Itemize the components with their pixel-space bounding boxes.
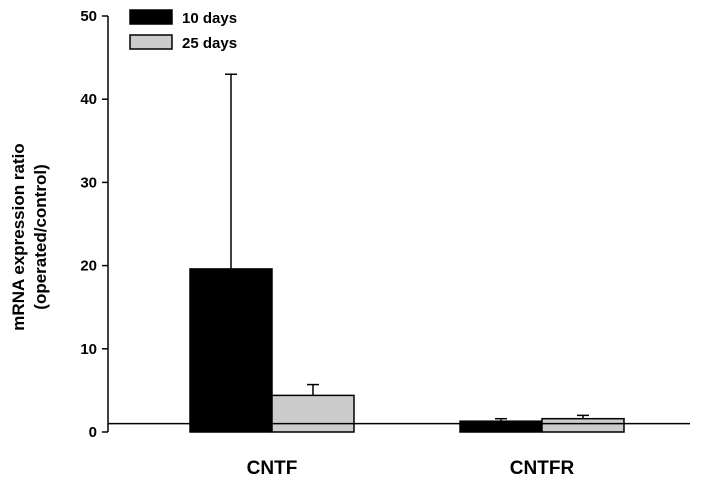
- y-tick-label-20: 20: [80, 258, 97, 275]
- plot-area: 0 10 20 30 40 50 CNTF CNTFR: [80, 8, 690, 479]
- legend-swatch-10-days: [129, 9, 173, 25]
- y-tick-label-0: 0: [89, 424, 97, 441]
- bar-cntfr-25-days: [541, 417, 625, 433]
- bar-cntfr-10-days: [459, 420, 543, 433]
- y-axis-title-line-1: mRNA expression ratio: [9, 143, 28, 330]
- bar-cntf-10-days: [189, 268, 273, 433]
- x-category-label-cntf: CNTF: [247, 458, 298, 479]
- y-tick-label-50: 50: [80, 8, 97, 25]
- legend-label-25-days: 25 days: [182, 35, 237, 52]
- x-category-label-cntfr: CNTFR: [510, 458, 575, 479]
- legend: 10 days 25 days: [129, 9, 237, 52]
- y-tick-label-10: 10: [80, 341, 97, 358]
- legend-swatch-25-days: [129, 34, 173, 50]
- y-axis-title-line-2: (operated/control): [31, 164, 50, 309]
- y-tick-label-30: 30: [80, 174, 97, 191]
- bar-cntf-25-days: [271, 394, 355, 433]
- y-axis-title: mRNA expression ratio (operated/control): [9, 143, 50, 330]
- legend-label-10-days: 10 days: [182, 10, 237, 27]
- y-tick-label-40: 40: [80, 91, 97, 108]
